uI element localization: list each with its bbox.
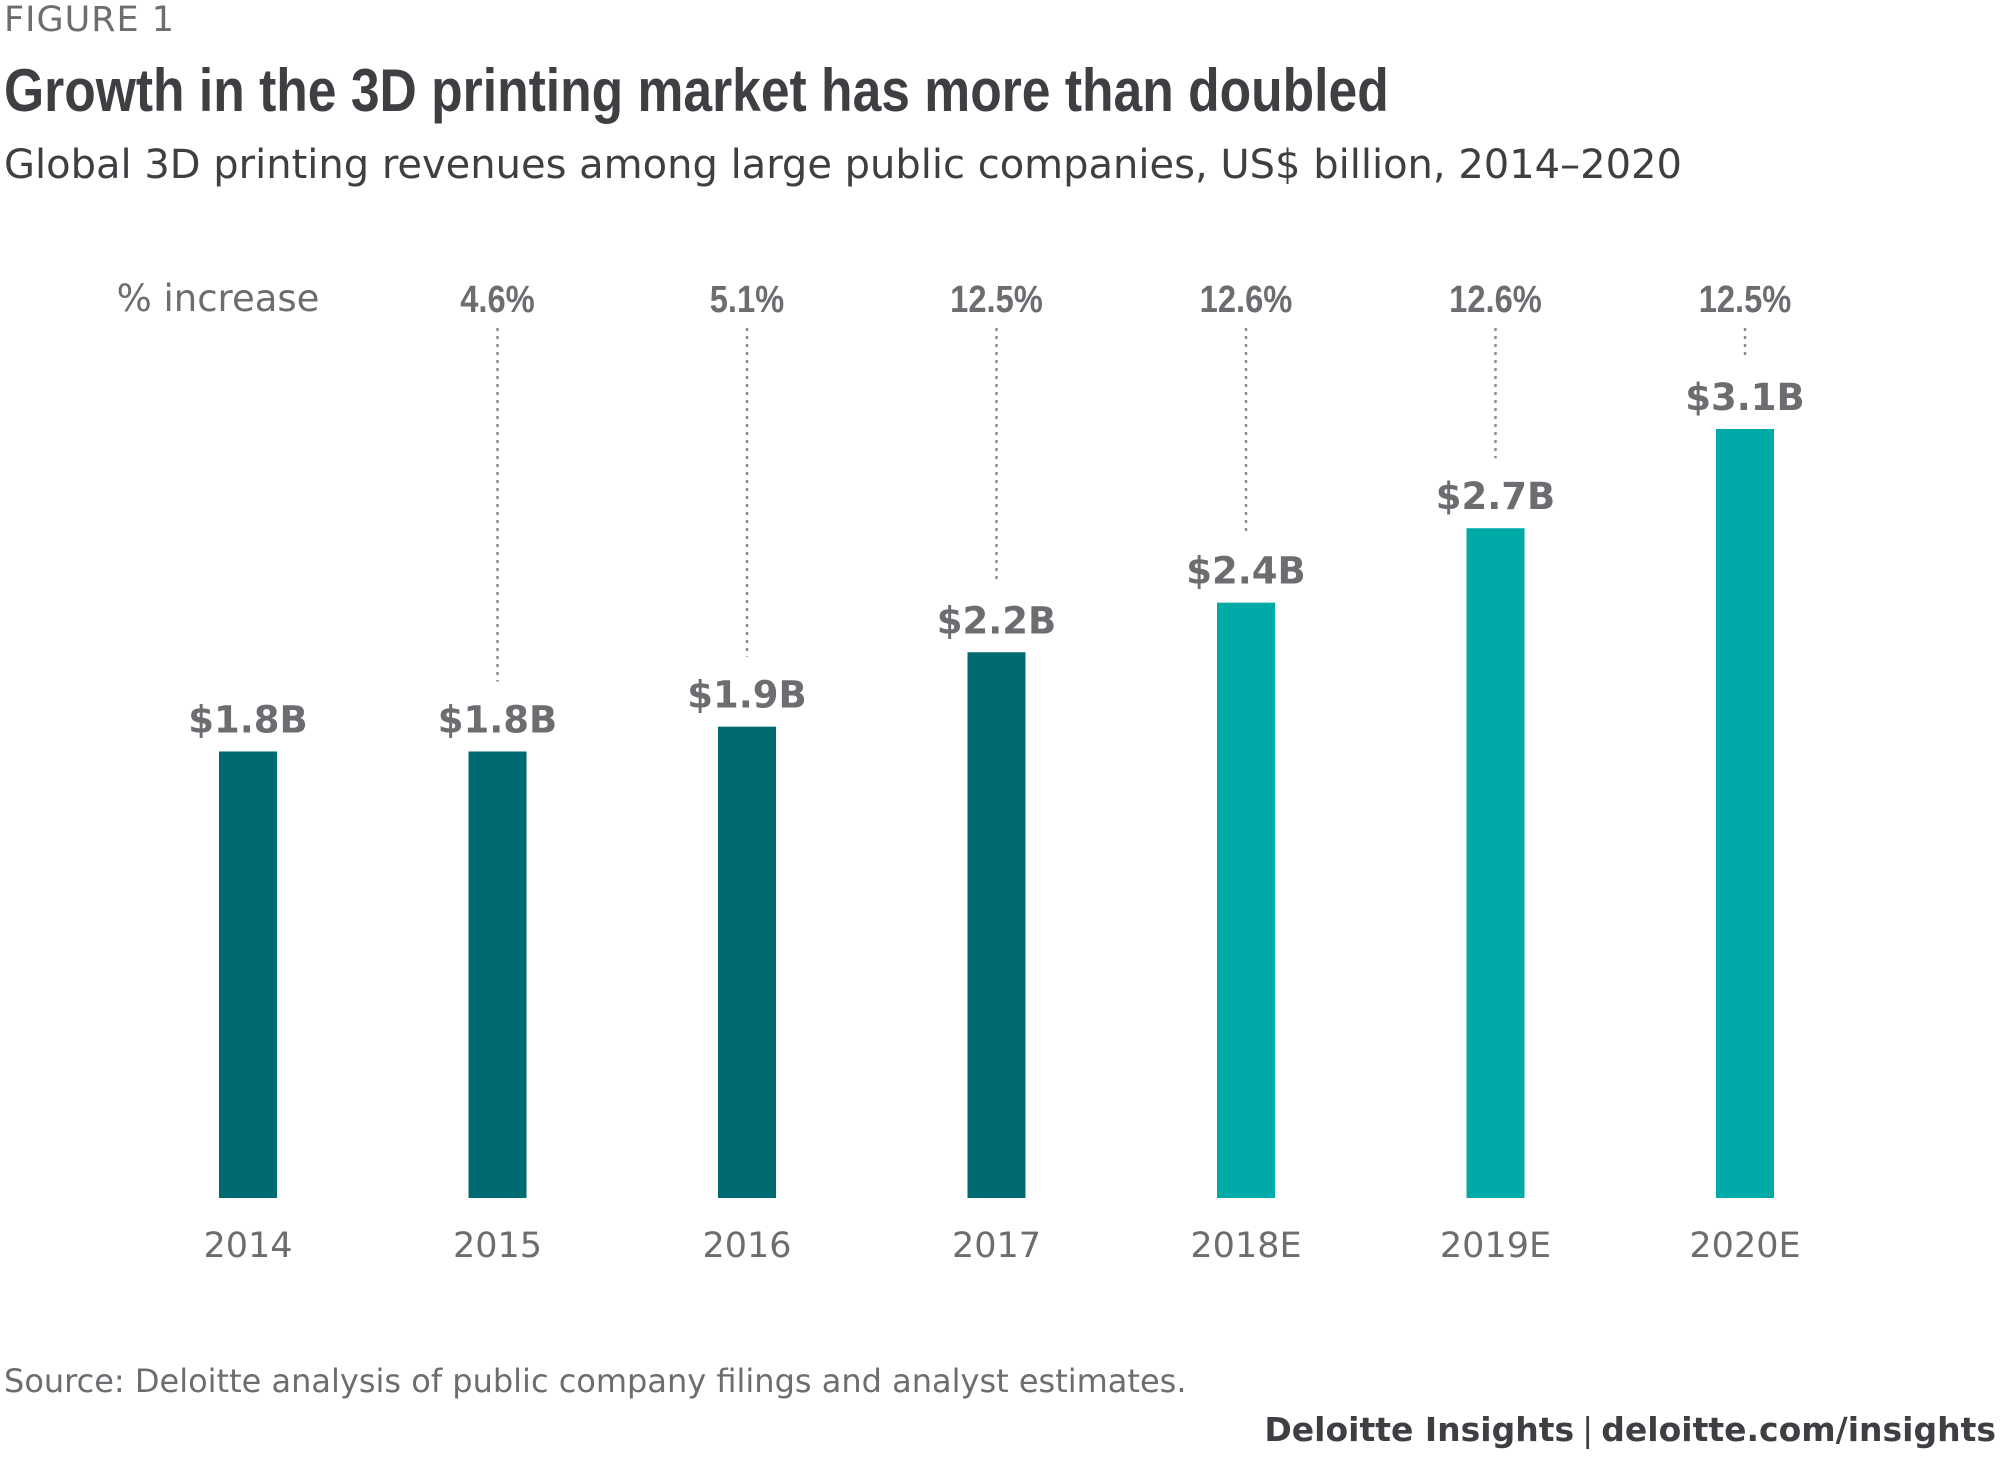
- bar-2016: [718, 726, 776, 1198]
- x-tick-label-2019E: 2019E: [1440, 1226, 1551, 1266]
- value-label-2016: $1.9B: [687, 674, 807, 717]
- value-label-2019E: $2.7B: [1436, 475, 1556, 518]
- value-label-2018E: $2.4B: [1186, 550, 1306, 593]
- x-tick-label-2015: 2015: [453, 1226, 542, 1266]
- source-note: Source: Deloitte analysis of public comp…: [4, 1362, 1187, 1400]
- credit-line: Deloitte Insights | deloitte.com/insights: [1264, 1410, 1996, 1449]
- bar-2020E: [1716, 429, 1774, 1198]
- bar-chart: % increase $1.8B 2014 $1.8B 2015 4.6% $1.9B 201…: [117, 277, 1805, 1266]
- value-label-2020E: $3.1B: [1685, 376, 1805, 419]
- figure-label: FIGURE 1: [4, 0, 176, 40]
- bar-2014: [219, 751, 277, 1198]
- bar-2018E: [1217, 602, 1275, 1198]
- x-tick-label-2018E: 2018E: [1190, 1226, 1301, 1266]
- credit-separator: |: [1582, 1410, 1594, 1449]
- increase-label-2017: 12.5%: [950, 278, 1043, 321]
- credit-url: deloitte.com/insights: [1601, 1410, 1996, 1449]
- x-tick-label-2017: 2017: [952, 1226, 1041, 1266]
- credit-brand: Deloitte Insights: [1264, 1410, 1575, 1449]
- bar-2015: [468, 751, 527, 1198]
- value-label-2015: $1.8B: [438, 698, 558, 741]
- value-label-2014: $1.8B: [188, 698, 308, 741]
- x-tick-label-2016: 2016: [702, 1226, 791, 1266]
- increase-label-2018E: 12.6%: [1200, 278, 1293, 321]
- increase-label-2020E: 12.5%: [1699, 278, 1792, 321]
- value-label-2017: $2.2B: [937, 599, 1057, 642]
- increase-header: % increase: [117, 277, 320, 320]
- increase-label-2015: 4.6%: [460, 278, 534, 321]
- chart-subtitle: Global 3D printing revenues among large …: [4, 142, 1682, 188]
- increase-label-2019E: 12.6%: [1449, 278, 1542, 321]
- x-tick-label-2014: 2014: [203, 1226, 292, 1266]
- x-tick-label-2020E: 2020E: [1689, 1226, 1800, 1266]
- increase-label-2016: 5.1%: [710, 278, 784, 321]
- chart-title: Growth in the 3D printing market has mor…: [4, 57, 1389, 124]
- bar-2019E: [1466, 528, 1525, 1198]
- bar-2017: [967, 652, 1026, 1198]
